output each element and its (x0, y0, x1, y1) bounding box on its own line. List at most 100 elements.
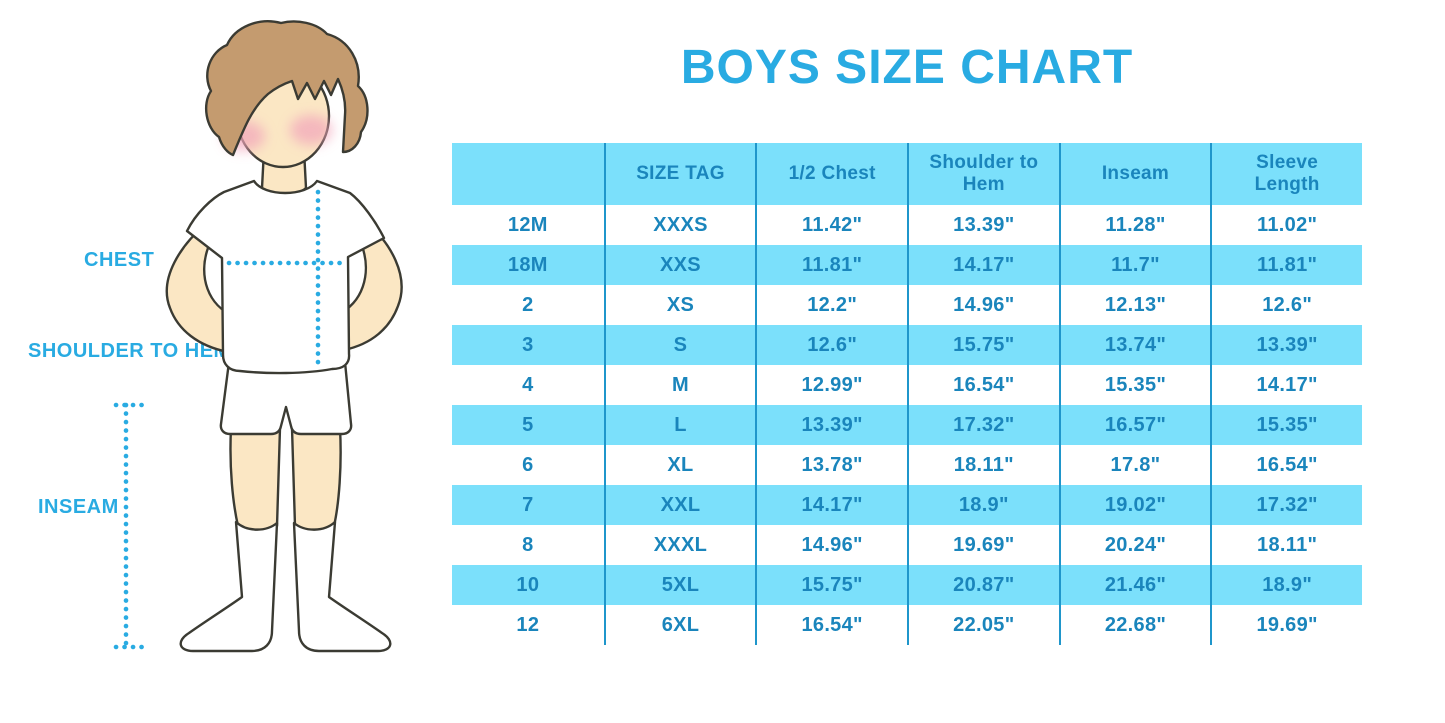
measurement-cell: 17.8" (1058, 445, 1211, 485)
column-header: Sleeve Length (1210, 143, 1362, 205)
measurement-cell: 13.39" (1210, 325, 1362, 365)
size-table: SIZE TAG 1/2 Chest Shoulder to Hem Inseam Sl… (452, 143, 1362, 645)
measurement-cell: 12.6" (755, 325, 907, 365)
measurement-cell: 17.32" (1210, 485, 1362, 525)
measurement-cell: 22.68" (1058, 605, 1211, 645)
measurement-cell: 18.11" (1210, 525, 1362, 565)
boy-right-cheek (290, 115, 332, 145)
measurement-cell: 15.75" (907, 325, 1059, 365)
measurement-cell: 12.2" (755, 285, 907, 325)
boy-left-sock (179, 520, 279, 653)
row-size-label: 6 (522, 453, 534, 476)
measurement-cell: 18.9" (907, 485, 1059, 525)
measurement-cell: 11.42" (755, 205, 907, 245)
column-header: 1/2 Chest (755, 143, 907, 205)
measurement-cell: XXS (603, 245, 756, 285)
measurement-cell: 20.87" (907, 565, 1059, 605)
measurement-cell: 18.11" (907, 445, 1059, 485)
table-row: 10 5XL 15.75" 20.87" 21.46" 18.9" (452, 565, 1362, 605)
boy-shorts (219, 360, 353, 436)
inseam-label: INSEAM (38, 496, 119, 518)
shoulder-to-hem-label: SHOULDER TO HEM (28, 340, 231, 362)
measurement-cell: M (603, 365, 756, 405)
column-header: Shoulder to Hem (907, 143, 1059, 205)
measurement-cell: 13.39" (907, 205, 1059, 245)
boy-hair (204, 20, 369, 157)
measurement-cell: 19.69" (1210, 605, 1362, 645)
measurement-cell: S (603, 325, 756, 365)
measurement-cell: 15.35" (1058, 365, 1211, 405)
measurement-cell: XL (603, 445, 756, 485)
measurement-cell: 14.96" (755, 525, 907, 565)
table-row: 7 XXL 14.17" 18.9" 19.02" 17.32" (452, 485, 1362, 525)
boy-right-leg (290, 426, 342, 534)
measurement-cell: 22.05" (907, 605, 1059, 645)
row-size-label: 12 (516, 613, 540, 636)
measurement-cell: 20.24" (1058, 525, 1211, 565)
measurement-cell: 11.28" (1058, 205, 1211, 245)
measurement-cell: 16.54" (1210, 445, 1362, 485)
row-size-label: 5 (522, 413, 534, 436)
row-size-label: 2 (522, 293, 534, 316)
row-size-label: 8 (522, 533, 534, 556)
row-size-label: 4 (522, 373, 534, 396)
measurement-cell: 12.6" (1210, 285, 1362, 325)
row-size-label: 10 (516, 573, 540, 596)
table-row: 12 6XL 16.54" 22.05" 22.68" 19.69" (452, 605, 1362, 645)
measurement-cell: L (603, 405, 756, 445)
table-row: 6 XL 13.78" 18.11" 17.8" 16.54" (452, 445, 1362, 485)
table-row: 5 L 13.39" 17.32" 16.57" 15.35" (452, 405, 1362, 445)
measurement-cell: 14.17" (907, 245, 1059, 285)
row-size-label: 12M (507, 213, 548, 236)
boy-shirt (185, 179, 386, 375)
measurement-cell: 21.46" (1058, 565, 1211, 605)
boy-illustration (113, 20, 403, 653)
table-row: 4 M 12.99" 16.54" 15.35" 14.17" (452, 365, 1362, 405)
measurement-cell: 16.57" (1058, 405, 1211, 445)
measurement-cell: 14.17" (1210, 365, 1362, 405)
table-row: 2 XS 12.2" 14.96" 12.13" 12.6" (452, 285, 1362, 325)
measurement-cell: 17.32" (907, 405, 1059, 445)
measurement-cell: XXXS (603, 205, 756, 245)
measurement-cell: 13.74" (1058, 325, 1211, 365)
table-row: 8 XXXL 14.96" 19.69" 20.24" 18.11" (452, 525, 1362, 565)
measurement-cell: XXL (603, 485, 756, 525)
measurement-cell: 13.39" (755, 405, 907, 445)
table-row: 3 S 12.6" 15.75" 13.74" 13.39" (452, 325, 1362, 365)
measurement-cell: 6XL (603, 605, 756, 645)
table-header-row: SIZE TAG 1/2 Chest Shoulder to Hem Inseam Sl… (452, 143, 1362, 205)
row-size-label: 3 (522, 333, 534, 356)
measurement-cell: 14.96" (907, 285, 1059, 325)
measurement-cell: 18.9" (1210, 565, 1362, 605)
column-header: SIZE TAG (603, 143, 756, 205)
measurement-cell: 16.54" (755, 605, 907, 645)
measurement-cell: 19.02" (1058, 485, 1211, 525)
row-size-label: 18M (507, 253, 548, 276)
measurement-cell: 11.02" (1210, 205, 1362, 245)
measurement-cell: 15.75" (755, 565, 907, 605)
measurement-cell: 11.81" (755, 245, 907, 285)
boy-right-arm (336, 220, 403, 352)
measurement-cell: 14.17" (755, 485, 907, 525)
measurement-cell: 16.54" (907, 365, 1059, 405)
measurement-cell: 15.35" (1210, 405, 1362, 445)
measurement-cell: 13.78" (755, 445, 907, 485)
measurement-cell: 19.69" (907, 525, 1059, 565)
measurement-cell: XXXL (603, 525, 756, 565)
boy-right-sock (292, 520, 392, 653)
boy-left-arm (165, 222, 236, 354)
measurement-cell: 12.13" (1058, 285, 1211, 325)
measurement-cell: 5XL (603, 565, 756, 605)
table-row: 12M XXXS 11.42" 13.39" 11.28" 11.02" (452, 205, 1362, 245)
measurement-cell: 11.81" (1210, 245, 1362, 285)
boy-left-leg (229, 426, 282, 534)
measurement-cell: XS (603, 285, 756, 325)
column-header: Inseam (1058, 143, 1211, 205)
page-title: BOYS SIZE CHART (680, 41, 1134, 94)
table-row: 18M XXS 11.81" 14.17" 11.7" 11.81" (452, 245, 1362, 285)
row-size-label: 7 (522, 493, 534, 516)
measurement-cell: 12.99" (755, 365, 907, 405)
chest-label: CHEST (84, 249, 155, 271)
measurement-cell: 11.7" (1058, 245, 1211, 285)
